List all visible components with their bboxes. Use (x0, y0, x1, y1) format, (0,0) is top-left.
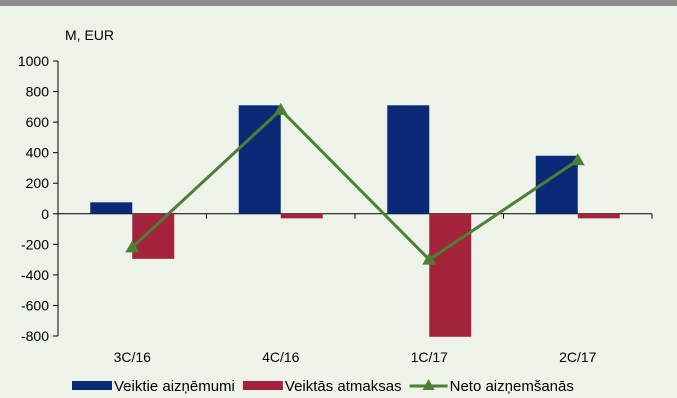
y-tick-label: -600 (21, 297, 49, 313)
legend-swatch (72, 381, 112, 390)
y-tick-label: -200 (21, 236, 49, 252)
bar (132, 213, 175, 259)
y-tick-label: 200 (26, 175, 50, 191)
x-tick-label: 4C/16 (262, 349, 300, 365)
y-tick-label: 600 (26, 114, 50, 130)
y-tick-label: 0 (41, 206, 49, 222)
line-series-group (125, 102, 585, 265)
y-tick-label: 1000 (18, 53, 49, 69)
chart-svg: M, EUR 1000 800 600 400 200 0 -200 -400 -600 -800… (18, 27, 653, 395)
y-tick-label: 800 (26, 84, 50, 100)
bar (90, 202, 133, 214)
bar (429, 213, 472, 337)
bar (238, 105, 281, 214)
legend-marker (422, 379, 435, 390)
legend-label: Veiktie aizņēmumi (114, 378, 235, 395)
unit-label: M, EUR (65, 27, 114, 43)
line-marker (273, 102, 288, 115)
series-line (131, 107, 579, 262)
bar (280, 213, 323, 219)
legend: Veiktie aizņēmumi Veiktās atmaksas Neto ai… (72, 378, 574, 395)
bar (577, 213, 620, 219)
legend-label: Veiktās atmaksas (285, 378, 402, 395)
x-tick-label: 2C/17 (559, 349, 597, 365)
y-tick-label: -800 (21, 328, 49, 344)
y-tick-label: 400 (26, 145, 50, 161)
line-marker (570, 153, 585, 166)
x-tick-label: 1C/17 (411, 349, 449, 365)
legend-label: Neto aizņemšanās (450, 378, 574, 395)
y-tick-label: -400 (21, 267, 49, 283)
line-marker (125, 240, 140, 253)
bar (387, 105, 430, 214)
line-marker (422, 252, 437, 265)
x-tick-label: 3C/16 (114, 349, 152, 365)
legend-swatch (242, 381, 283, 390)
y-axis: 1000 800 600 400 200 0 -200 -400 -600 -800 (18, 53, 59, 344)
bars-group (90, 105, 620, 337)
